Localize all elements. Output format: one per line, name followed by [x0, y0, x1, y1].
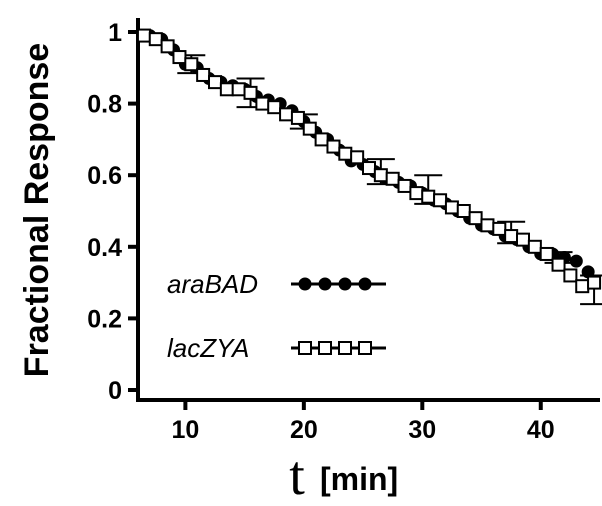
data-point-arabad	[569, 254, 583, 268]
data-point-laczya	[385, 171, 400, 186]
data-point-laczya	[373, 168, 388, 183]
series-laczya	[136, 28, 602, 294]
data-point-laczya	[539, 246, 554, 261]
y-tick-label: 0.6	[87, 162, 122, 190]
data-point-laczya	[444, 200, 459, 215]
data-point-laczya	[433, 193, 448, 208]
axes	[136, 18, 600, 402]
data-point-laczya	[551, 257, 566, 272]
legend-marker-laczya	[318, 341, 332, 355]
data-point-laczya	[397, 178, 412, 193]
data-point-laczya	[219, 82, 234, 97]
data-point-laczya	[492, 221, 507, 236]
data-series	[136, 28, 602, 294]
legend-label-laczya: lacZYA	[167, 333, 249, 363]
data-point-laczya	[314, 132, 329, 147]
data-point-laczya	[243, 85, 258, 100]
data-point-laczya	[172, 50, 187, 65]
data-point-laczya	[160, 39, 175, 54]
legend-marker-laczya	[338, 341, 352, 355]
data-point-laczya	[527, 239, 542, 254]
data-point-laczya	[563, 268, 578, 283]
y-tick-label: 0	[108, 377, 122, 405]
data-point-laczya	[421, 189, 436, 204]
data-point-laczya	[148, 32, 163, 47]
data-point-laczya	[350, 150, 365, 165]
data-point-laczya	[362, 161, 376, 176]
y-tick-label: 0.2	[87, 305, 122, 333]
x-tick-label: 30	[408, 416, 436, 444]
data-point-laczya	[468, 211, 483, 226]
data-point-laczya	[302, 121, 317, 136]
legend-marker-arabad	[358, 277, 372, 291]
legend-marker-arabad	[318, 277, 332, 291]
ticks: 0 0.2 0.4 0.6 0.8 1 10 20 30 40	[87, 19, 554, 444]
data-point-laczya	[504, 229, 519, 244]
x-axis-unit: [min]	[320, 461, 398, 497]
legend-marker-laczya	[358, 341, 372, 355]
data-point-laczya	[136, 28, 151, 43]
data-point-laczya	[196, 67, 211, 82]
data-point-laczya	[516, 232, 530, 247]
x-tick-label: 10	[171, 416, 199, 444]
data-point-laczya	[231, 82, 246, 97]
y-axis-label: Fractional Response	[18, 43, 56, 377]
data-point-laczya	[575, 279, 590, 294]
data-point-laczya	[587, 275, 602, 290]
data-point-laczya	[279, 107, 294, 122]
data-point-laczya	[409, 186, 424, 201]
y-tick-label: 0.4	[87, 234, 122, 262]
y-tick-label: 0.8	[87, 91, 122, 119]
x-tick-label: 20	[290, 416, 318, 444]
legend-label-arabad: araBAD	[167, 269, 258, 299]
x-tick-label: 40	[527, 416, 555, 444]
legend-marker-arabad	[298, 277, 312, 291]
data-point-laczya	[255, 96, 270, 111]
y-tick-label: 1	[108, 19, 122, 47]
data-point-laczya	[480, 218, 495, 233]
data-point-laczya	[290, 110, 305, 125]
legend-marker-arabad	[338, 277, 352, 291]
x-axis-variable: t	[289, 445, 305, 506]
data-point-laczya	[208, 75, 222, 90]
data-point-laczya	[267, 100, 282, 115]
x-axis-label: t	[289, 445, 305, 506]
data-point-laczya	[184, 57, 199, 72]
data-point-laczya	[338, 146, 353, 161]
data-point-laczya	[456, 204, 471, 218]
legend-marker-laczya	[298, 341, 312, 355]
legend: araBAD lacZYA	[167, 269, 386, 363]
data-point-laczya	[326, 139, 341, 154]
